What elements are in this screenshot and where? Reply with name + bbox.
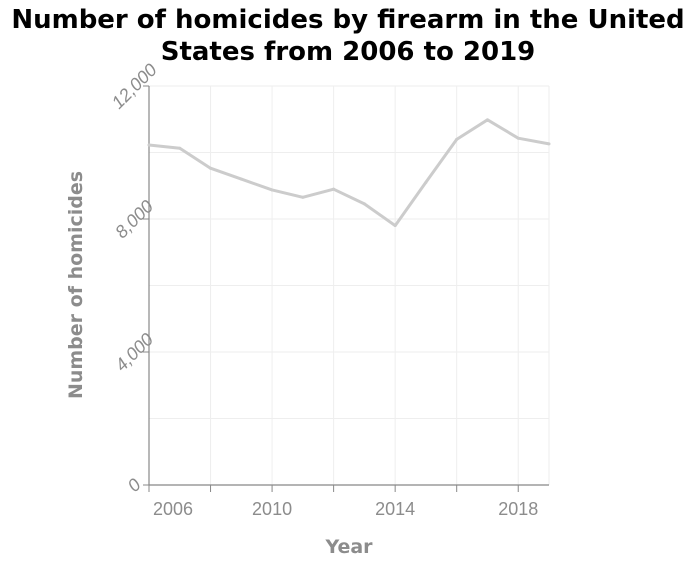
x-tick-label: 2006 [153,499,193,519]
y-axis-label: Number of homicides [65,171,87,399]
data-point [147,143,151,147]
data-point [424,180,428,184]
x-tick-label: 2018 [498,499,538,519]
data-line [148,118,550,228]
data-point [547,142,551,146]
x-tick-labels: 2006 2010 2014 2018 [153,499,538,519]
data-point [270,188,274,192]
x-axis-label: Year [324,536,373,558]
data-point [209,166,213,170]
y-tick-label: 0 [124,475,145,496]
data-point [301,195,305,199]
data-point [455,137,459,141]
x-tick-label: 2014 [375,499,415,519]
data-point [332,187,336,191]
grid-lines [148,85,550,486]
data-point [178,146,182,150]
chart-title: Number of homicides by firearm in the Un… [0,4,696,68]
data-point [362,202,366,206]
data-point [485,118,489,122]
x-tick-label: 2010 [252,499,292,519]
axes [143,85,549,492]
series-line-group [147,118,551,228]
chart-title-line-2: States from 2006 to 2019 [160,37,536,67]
data-point [393,224,397,228]
chart-title-line-1: Number of homicides by firearm in the Un… [11,5,685,35]
data-point [516,136,520,140]
data-point [239,177,243,181]
